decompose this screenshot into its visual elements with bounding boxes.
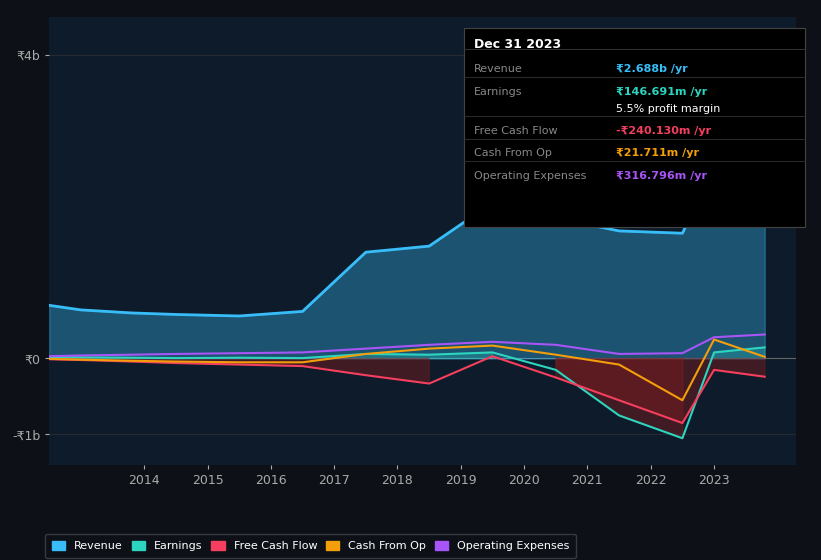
Legend: Revenue, Earnings, Free Cash Flow, Cash From Op, Operating Expenses: Revenue, Earnings, Free Cash Flow, Cash … [45, 534, 576, 558]
Text: Earnings: Earnings [474, 87, 522, 97]
Text: -₹240.130m /yr: -₹240.130m /yr [616, 126, 711, 136]
Text: Operating Expenses: Operating Expenses [474, 171, 586, 181]
Text: ₹21.711m /yr: ₹21.711m /yr [616, 148, 699, 158]
Text: ₹146.691m /yr: ₹146.691m /yr [616, 87, 707, 97]
Text: Free Cash Flow: Free Cash Flow [474, 126, 557, 136]
Text: ₹316.796m /yr: ₹316.796m /yr [616, 171, 707, 181]
Text: 5.5% profit margin: 5.5% profit margin [616, 104, 720, 114]
Text: Dec 31 2023: Dec 31 2023 [474, 38, 561, 51]
Text: Revenue: Revenue [474, 64, 522, 74]
Text: ₹2.688b /yr: ₹2.688b /yr [616, 64, 687, 74]
Text: Cash From Op: Cash From Op [474, 148, 552, 158]
